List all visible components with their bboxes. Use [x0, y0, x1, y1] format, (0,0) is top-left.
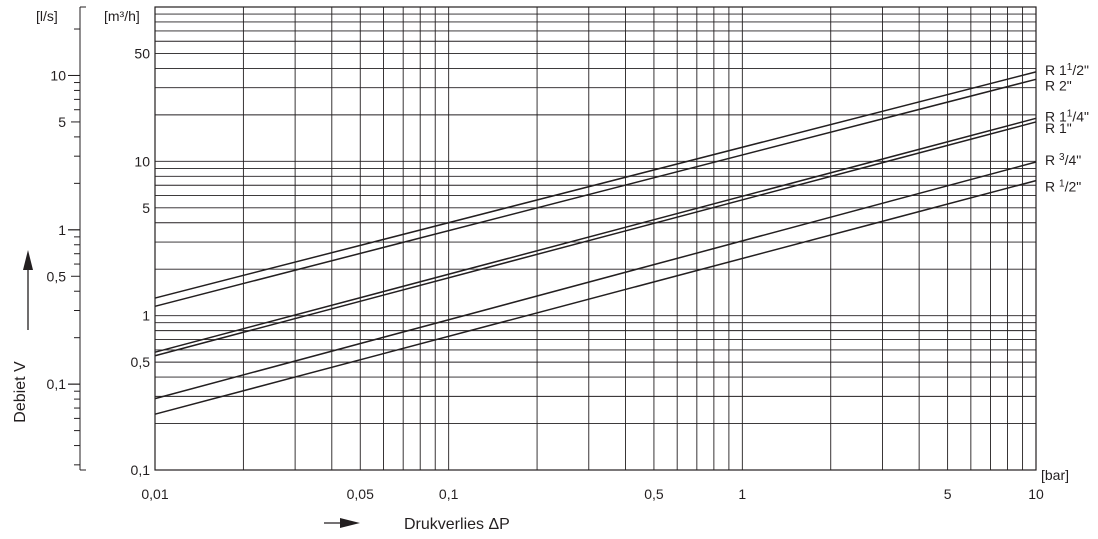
x-axis-label: Drukverlies ΔP	[404, 516, 510, 533]
x-tick-label: 0,01	[141, 486, 168, 502]
series-line	[154, 117, 1037, 353]
secondary-axis: 0,1 0,5 1 5 10	[47, 6, 86, 471]
series-group: R 11/2"R 2" R 11/4"R 1" R 3/4" R 1/2"	[154, 62, 1089, 415]
y2-unit-label: [l/s]	[36, 8, 58, 24]
x-tick-label: 0,05	[347, 486, 374, 502]
series-label: R 3/4"	[1045, 152, 1081, 168]
plot-frame	[154, 6, 1037, 471]
y2-tick-label: 0,1	[47, 376, 67, 392]
series-line	[154, 179, 1037, 415]
x-tick-label: 10	[1028, 486, 1044, 502]
y-tick-label: 0,5	[131, 354, 151, 370]
x-axis-arrow-head	[340, 518, 360, 528]
y-axis-arrow-head	[23, 250, 33, 270]
series-label: R 1"	[1045, 120, 1072, 136]
x-tick-label: 5	[944, 486, 952, 502]
y-tick-label: 0,1	[131, 462, 151, 478]
series-line	[154, 161, 1037, 400]
y-tick-label: 1	[142, 308, 150, 324]
series-label: R 1/2"	[1045, 179, 1081, 195]
y-axis-label: Debiet V	[12, 361, 29, 423]
x-tick-label: 0,1	[439, 486, 459, 502]
y2-tick-label: 5	[58, 114, 66, 130]
x-axis-title: Drukverlies ΔP	[324, 516, 510, 533]
y-tick-label: 10	[134, 153, 150, 169]
grid	[154, 6, 1037, 471]
series-line	[154, 121, 1037, 357]
x-tick-label: 1	[738, 486, 746, 502]
x-tick-label: 0,5	[644, 486, 664, 502]
series-line	[154, 78, 1037, 308]
y-tick-label: 50	[134, 45, 150, 61]
series-label: R 11/2"	[1045, 62, 1089, 78]
series-line	[154, 71, 1037, 299]
y2-tick-label: 10	[50, 67, 66, 83]
y2-tick-label: 1	[58, 222, 66, 238]
x-unit-label: [bar]	[1041, 467, 1069, 483]
y-unit-label: [m³/h]	[104, 8, 140, 24]
tick-labels: 0,01 0,05 0,1 0,5 1 5 10 0,1 0,5 1 5 10 50	[131, 45, 1044, 502]
series-label: R 2"	[1045, 77, 1072, 93]
y2-tick-label: 0,5	[47, 268, 67, 284]
y-axis-title: Debiet V	[12, 250, 33, 423]
series-label: R 11/4"	[1045, 108, 1089, 124]
y-tick-label: 5	[142, 200, 150, 216]
